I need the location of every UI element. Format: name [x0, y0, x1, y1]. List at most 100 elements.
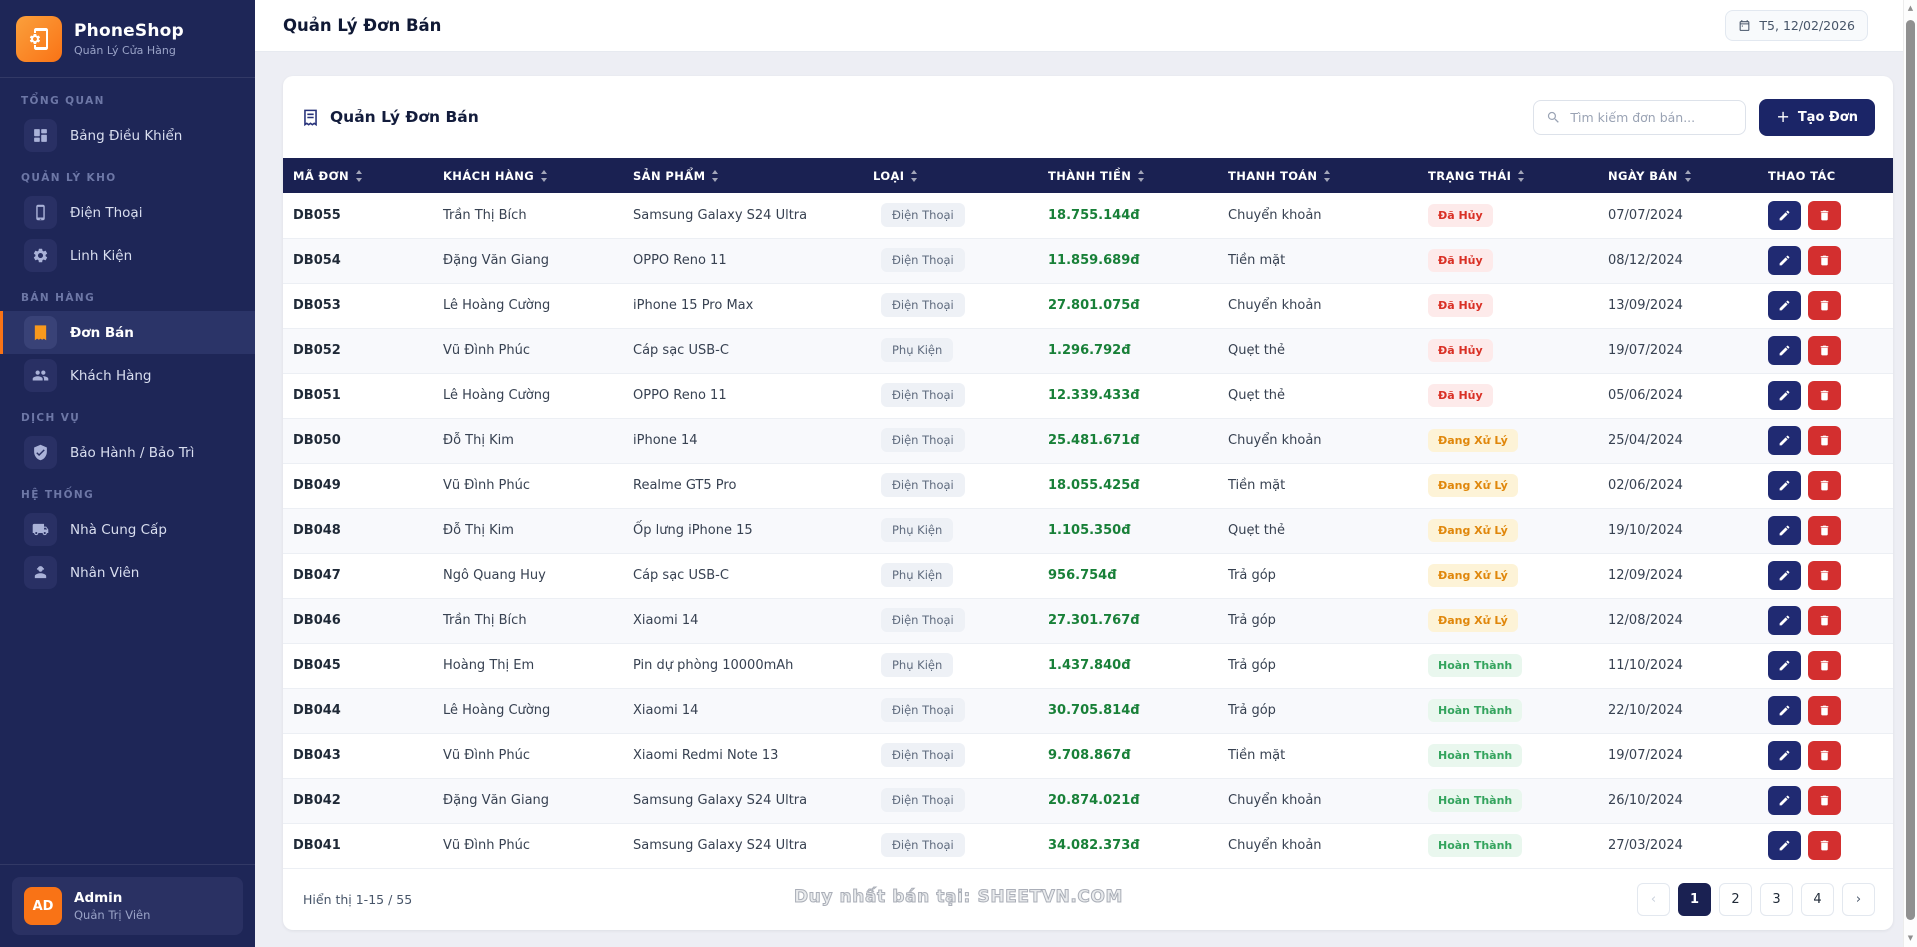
- table-row: DB043 Vũ Đình Phúc Xiaomi Redmi Note 13 Điệ…: [283, 733, 1893, 779]
- sidebar-item-phones[interactable]: Điện Thoại: [0, 191, 255, 234]
- customer-name: Vũ Đình Phúc: [433, 328, 623, 374]
- edit-button[interactable]: [1768, 291, 1801, 320]
- sidebar: PhoneShop Quản Lý Cửa Hàng TỔNG QUAN Bảng…: [0, 0, 255, 947]
- page-button-2[interactable]: 2: [1719, 882, 1752, 916]
- edit-button[interactable]: [1768, 741, 1801, 770]
- delete-button[interactable]: [1808, 606, 1841, 635]
- column-header[interactable]: NGÀY BÁN: [1598, 158, 1758, 193]
- column-header[interactable]: THÀNH TIỀN: [1038, 158, 1218, 193]
- sidebar-item-customers[interactable]: Khách Hàng: [0, 354, 255, 397]
- delete-button[interactable]: [1808, 786, 1841, 815]
- user-card[interactable]: AD Admin Quản Trị Viên: [12, 877, 243, 935]
- order-amount: 1.105.350đ: [1038, 508, 1218, 554]
- delete-button[interactable]: [1808, 426, 1841, 455]
- search-icon: [1548, 111, 1560, 123]
- edit-button[interactable]: [1768, 561, 1801, 590]
- scroll-up-icon[interactable]: ▲: [1907, 4, 1914, 12]
- status-badge: Hoàn Thành: [1428, 834, 1523, 857]
- category-badge: Điện Thoại: [881, 293, 965, 317]
- category-badge: Phụ Kiện: [881, 338, 954, 362]
- sidebar-item-warranty[interactable]: Bảo Hành / Bảo Trì: [0, 431, 255, 474]
- nav-section-label: BÁN HÀNG: [21, 292, 96, 304]
- sidebar-item-label: Bảo Hành / Bảo Trì: [70, 444, 195, 461]
- sidebar-item-dashboard[interactable]: Bảng Điều Khiển: [0, 114, 255, 157]
- delete-button[interactable]: [1808, 200, 1841, 230]
- payment-method: Tiền mặt: [1218, 463, 1418, 509]
- edit-button[interactable]: [1768, 831, 1801, 860]
- prev-page-button[interactable]: ‹: [1637, 882, 1670, 916]
- product-name: Realme GT5 Pro: [623, 463, 863, 509]
- scroll-down-icon[interactable]: ▼: [1907, 934, 1914, 942]
- order-date: 11/10/2024: [1598, 643, 1758, 689]
- sort-icon: [1684, 169, 1692, 182]
- customer-name: Đặng Văn Giang: [433, 778, 623, 824]
- edit-button[interactable]: [1768, 696, 1801, 725]
- edit-button[interactable]: [1768, 200, 1801, 230]
- sort-icon: [910, 169, 918, 182]
- delete-button[interactable]: [1808, 516, 1841, 545]
- column-header[interactable]: SẢN PHẨM: [623, 158, 863, 193]
- status-badge: Đã Hủy: [1428, 339, 1493, 362]
- search-input[interactable]: [1570, 109, 1734, 125]
- product-name: Xiaomi Redmi Note 13: [623, 733, 863, 779]
- edit-button[interactable]: [1768, 471, 1801, 500]
- order-code: DB044: [283, 688, 433, 734]
- column-header[interactable]: LOẠI: [863, 158, 1038, 193]
- status-badge: Đang Xử Lý: [1428, 429, 1518, 452]
- order-date: 22/10/2024: [1598, 688, 1758, 734]
- delete-button[interactable]: [1808, 336, 1841, 365]
- gear-icon: [24, 239, 57, 272]
- edit-button[interactable]: [1768, 606, 1801, 635]
- order-amount: 12.339.433đ: [1038, 373, 1218, 419]
- sidebar-nav: TỔNG QUAN Bảng Điều Khiển QUẢN LÝ KHO Điện …: [0, 78, 255, 864]
- table-row: DB050 Đỗ Thị Kim iPhone 14 Điện Thoại 25.481…: [283, 418, 1893, 464]
- edit-button[interactable]: [1768, 651, 1801, 680]
- product-name: Xiaomi 14: [623, 688, 863, 734]
- edit-button[interactable]: [1768, 336, 1801, 365]
- status-badge: Hoàn Thành: [1428, 699, 1523, 722]
- delete-button[interactable]: [1808, 291, 1841, 320]
- page-button-3[interactable]: 3: [1760, 882, 1793, 916]
- delete-button[interactable]: [1808, 831, 1841, 860]
- next-page-button[interactable]: ›: [1842, 882, 1875, 916]
- delete-button[interactable]: [1808, 696, 1841, 725]
- sidebar-item-components[interactable]: Linh Kiện: [0, 234, 255, 277]
- status-badge: Hoàn Thành: [1428, 744, 1523, 767]
- sidebar-item-orders[interactable]: Đơn Bán: [0, 311, 255, 354]
- delete-button[interactable]: [1808, 561, 1841, 590]
- delete-button[interactable]: [1808, 246, 1841, 275]
- edit-button[interactable]: [1768, 426, 1801, 455]
- product-name: Cáp sạc USB-C: [623, 553, 863, 599]
- customer-name: Hoàng Thị Em: [433, 643, 623, 689]
- status-badge: Đã Hủy: [1428, 203, 1493, 227]
- card-footer: Hiển thị 1-15 / 55 ‹ 1 2 3 4 ›: [283, 869, 1893, 931]
- order-date: 13/09/2024: [1598, 283, 1758, 329]
- edit-button[interactable]: [1768, 516, 1801, 545]
- edit-button[interactable]: [1768, 381, 1801, 410]
- delete-button[interactable]: [1808, 381, 1841, 410]
- column-header[interactable]: TRẠNG THÁI: [1418, 158, 1598, 193]
- column-header[interactable]: MÃ ĐƠN: [283, 158, 433, 193]
- page-button-1[interactable]: 1: [1678, 882, 1711, 916]
- edit-button[interactable]: [1768, 246, 1801, 275]
- product-name: iPhone 14: [623, 418, 863, 464]
- table-row: DB051 Lê Hoàng Cường OPPO Reno 11 Điện Thoạ…: [283, 373, 1893, 419]
- table-row: DB053 Lê Hoàng Cường iPhone 15 Pro Max Điện…: [283, 283, 1893, 329]
- sidebar-item-staff[interactable]: Nhân Viên: [0, 551, 255, 594]
- column-header[interactable]: KHÁCH HÀNG: [433, 158, 623, 193]
- category-badge: Điện Thoại: [881, 698, 965, 722]
- scroll-thumb[interactable]: [1906, 20, 1915, 920]
- sidebar-item-suppliers[interactable]: Nhà Cung Cấp: [0, 508, 255, 551]
- delete-button[interactable]: [1808, 741, 1841, 770]
- delete-button[interactable]: [1808, 471, 1841, 500]
- edit-button[interactable]: [1768, 786, 1801, 815]
- order-code: DB045: [283, 643, 433, 689]
- page-button-4[interactable]: 4: [1801, 882, 1834, 916]
- order-amount: 27.301.767đ: [1038, 598, 1218, 644]
- scrollbar[interactable]: ▲ ▼: [1903, 0, 1917, 947]
- column-header[interactable]: THANH TOÁN: [1218, 158, 1418, 193]
- customer-name: Đặng Văn Giang: [433, 238, 623, 284]
- delete-button[interactable]: [1808, 651, 1841, 680]
- search-box[interactable]: [1533, 99, 1747, 135]
- create-order-button[interactable]: + Tạo Đơn: [1759, 98, 1875, 136]
